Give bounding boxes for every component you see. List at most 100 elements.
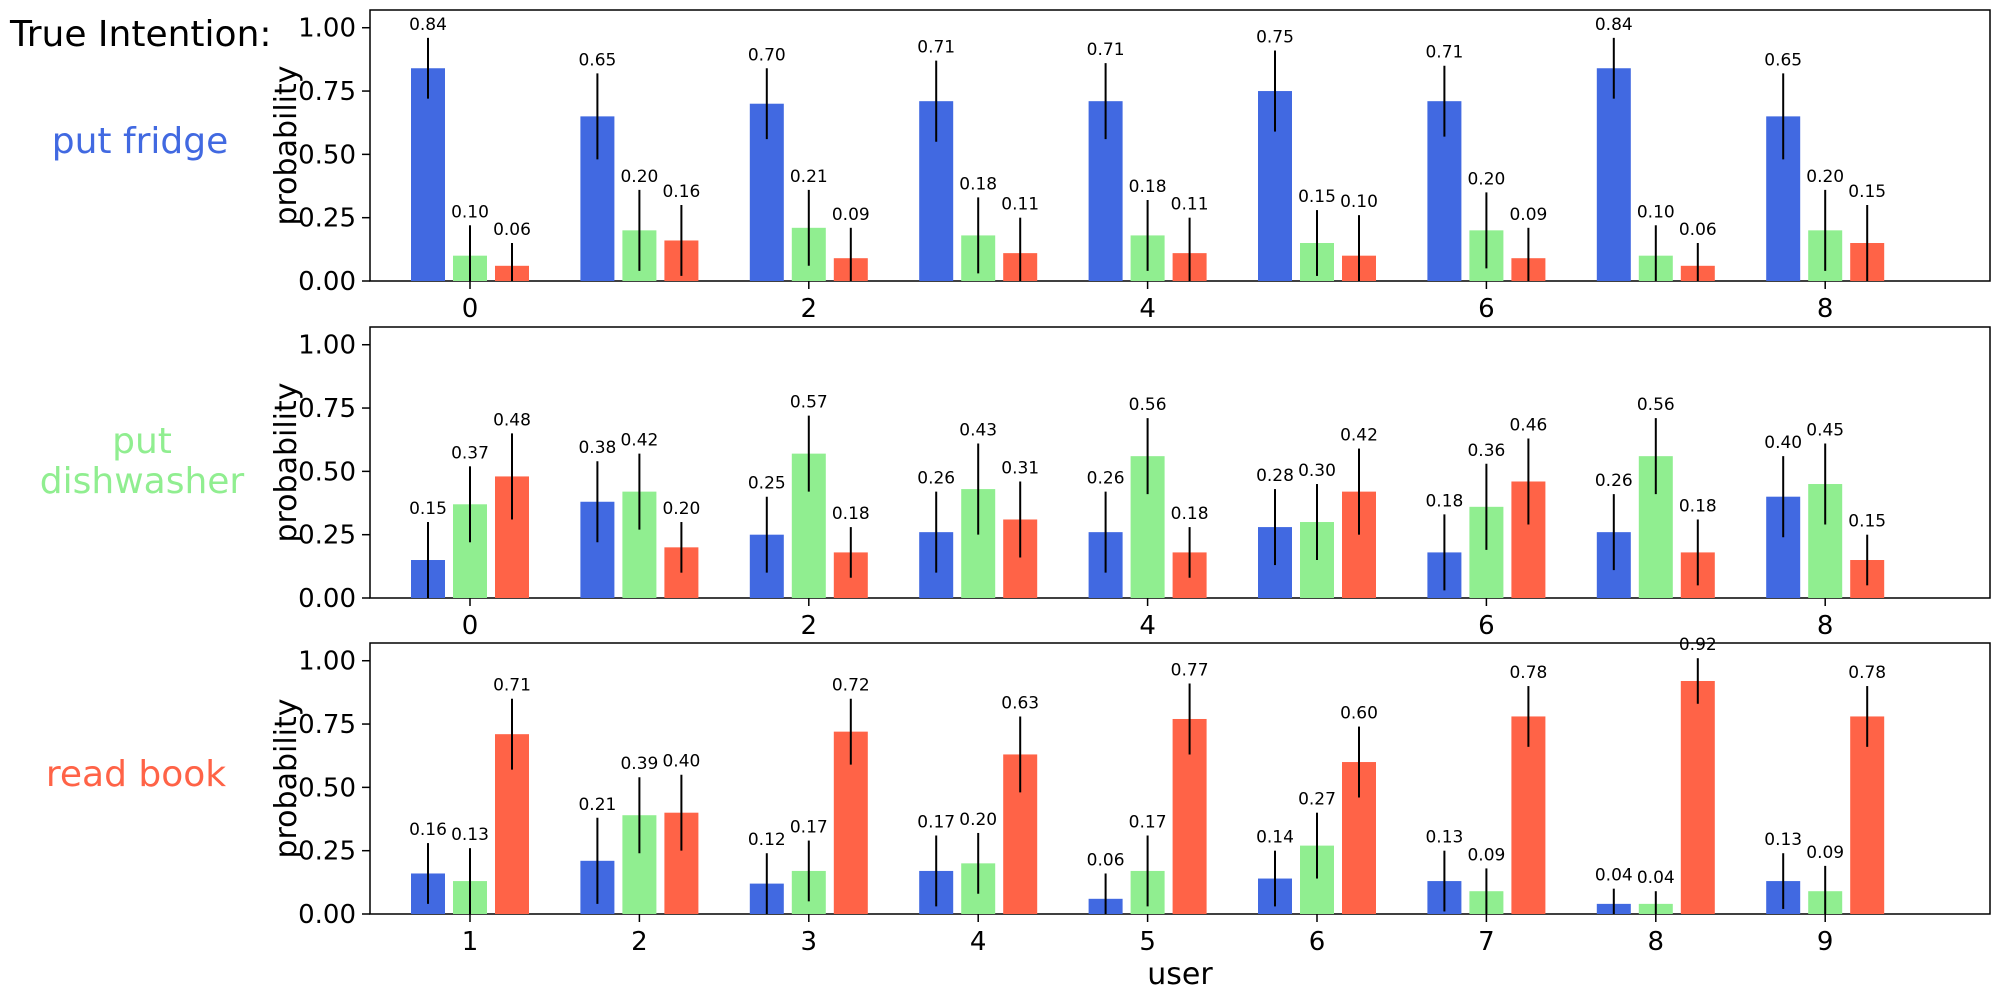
bar-value-label: 0.18 (1679, 496, 1717, 516)
bar-value-label: 0.92 (1679, 635, 1717, 655)
y-axis-label: probability (269, 65, 304, 225)
bar-value-label: 0.04 (1637, 868, 1675, 888)
x-tick-label: 8 (1817, 294, 1834, 324)
bar-value-label: 0.84 (409, 15, 447, 35)
bar-value-label: 0.17 (917, 812, 955, 832)
bar-value-label: 0.09 (1806, 843, 1844, 863)
y-tick-label: 0.50 (298, 457, 356, 487)
bar-value-label: 0.09 (1509, 205, 1547, 225)
bar-value-label: 0.12 (748, 830, 786, 850)
bar-value-label: 0.18 (1129, 177, 1167, 197)
y-tick-label: 0.25 (298, 837, 356, 867)
x-tick-label: 7 (1478, 927, 1495, 957)
x-tick-label: 4 (1139, 611, 1156, 641)
y-tick-label: 0.75 (298, 394, 356, 424)
x-tick-label: 1 (462, 927, 479, 957)
bar-value-label: 0.11 (1001, 195, 1039, 215)
y-tick-label: 0.00 (298, 900, 356, 930)
bar-value-label: 0.11 (1171, 195, 1209, 215)
bar-read-book (1850, 716, 1885, 914)
bar-value-label: 0.78 (1848, 663, 1886, 683)
y-axis-label: probability (269, 698, 304, 858)
bar-value-label: 0.40 (662, 752, 700, 772)
bar-value-label: 0.27 (1298, 790, 1336, 810)
y-axis-label: probability (269, 382, 304, 542)
x-tick-label: 2 (801, 294, 818, 324)
bar-value-label: 0.46 (1509, 415, 1547, 435)
intention-label-put-fridge: put fridge (51, 121, 229, 162)
bar-value-label: 0.56 (1637, 395, 1675, 415)
bar-value-label: 0.60 (1340, 704, 1378, 724)
bar-value-label: 0.43 (959, 421, 997, 441)
bar-value-label: 0.10 (1637, 202, 1675, 222)
x-tick-label: 6 (1478, 611, 1495, 641)
bar-value-label: 0.25 (748, 474, 786, 494)
y-tick-label: 0.00 (298, 267, 356, 297)
bar-value-label: 0.56 (1129, 395, 1167, 415)
bar-value-label: 0.16 (662, 182, 700, 202)
bar-value-label: 0.26 (1087, 469, 1125, 489)
bar-value-label: 0.13 (1425, 828, 1463, 848)
y-tick-label: 0.25 (298, 521, 356, 551)
bar-value-label: 0.18 (1425, 491, 1463, 511)
bar-value-label: 0.20 (662, 499, 700, 519)
bar-value-label: 0.57 (790, 393, 828, 413)
bar-value-label: 0.21 (578, 795, 616, 815)
bar-value-label: 0.39 (620, 754, 658, 774)
x-tick-label: 8 (1648, 927, 1665, 957)
bar-value-label: 0.70 (748, 45, 786, 65)
bar-value-label: 0.06 (1087, 850, 1125, 870)
y-tick-label: 0.50 (298, 773, 356, 803)
x-tick-label: 6 (1309, 927, 1326, 957)
bar-value-label: 0.18 (832, 504, 870, 524)
y-tick-label: 0.75 (298, 710, 356, 740)
bar-value-label: 0.28 (1256, 466, 1294, 486)
bar-read-book (1680, 680, 1715, 914)
bar-value-label: 0.30 (1298, 461, 1336, 481)
bar-value-label: 0.71 (1087, 40, 1125, 60)
y-tick-label: 1.00 (298, 647, 356, 677)
bar-value-label: 0.65 (578, 50, 616, 70)
bar-value-label: 0.71 (917, 38, 955, 58)
bar-value-label: 0.78 (1509, 663, 1547, 683)
x-tick-label: 0 (462, 611, 479, 641)
bar-value-label: 0.15 (1298, 187, 1336, 207)
bar-value-label: 0.13 (1764, 830, 1802, 850)
x-tick-label: 9 (1817, 927, 1834, 957)
bar-value-label: 0.06 (493, 220, 531, 240)
y-tick-label: 1.00 (298, 14, 356, 44)
bar-value-label: 0.48 (493, 410, 531, 430)
bar-value-label: 0.38 (578, 438, 616, 458)
bar-value-label: 0.15 (409, 499, 447, 519)
x-tick-label: 2 (631, 927, 648, 957)
bar-value-label: 0.13 (451, 825, 489, 845)
bar-value-label: 0.09 (1467, 845, 1505, 865)
y-tick-label: 0.50 (298, 140, 356, 170)
y-tick-label: 0.00 (298, 584, 356, 614)
bar-value-label: 0.17 (1129, 812, 1167, 832)
bar-value-label: 0.31 (1001, 458, 1039, 478)
bar-value-label: 0.20 (1467, 169, 1505, 189)
bar-value-label: 0.36 (1467, 441, 1505, 461)
x-axis-label: user (1147, 957, 1213, 989)
bar-value-label: 0.65 (1764, 50, 1802, 70)
bar-value-label: 0.16 (409, 820, 447, 840)
bar-value-label: 0.15 (1848, 512, 1886, 532)
y-tick-label: 0.25 (298, 204, 356, 234)
bar-put-fridge (411, 68, 445, 281)
bar-value-label: 0.84 (1595, 15, 1633, 35)
bar-read-book (1511, 716, 1546, 914)
bar-value-label: 0.26 (917, 469, 955, 489)
bar-value-label: 0.17 (790, 818, 828, 838)
x-tick-label: 0 (462, 294, 479, 324)
bar-value-label: 0.45 (1806, 421, 1844, 441)
bar-value-label: 0.40 (1764, 433, 1802, 453)
bar-value-label: 0.09 (832, 205, 870, 225)
intention-label-read-book: read book (45, 754, 227, 795)
y-tick-label: 0.75 (298, 77, 356, 107)
bar-value-label: 0.15 (1848, 182, 1886, 202)
bar-value-label: 0.21 (790, 167, 828, 187)
x-tick-label: 5 (1139, 927, 1156, 957)
bar-value-label: 0.72 (832, 676, 870, 696)
